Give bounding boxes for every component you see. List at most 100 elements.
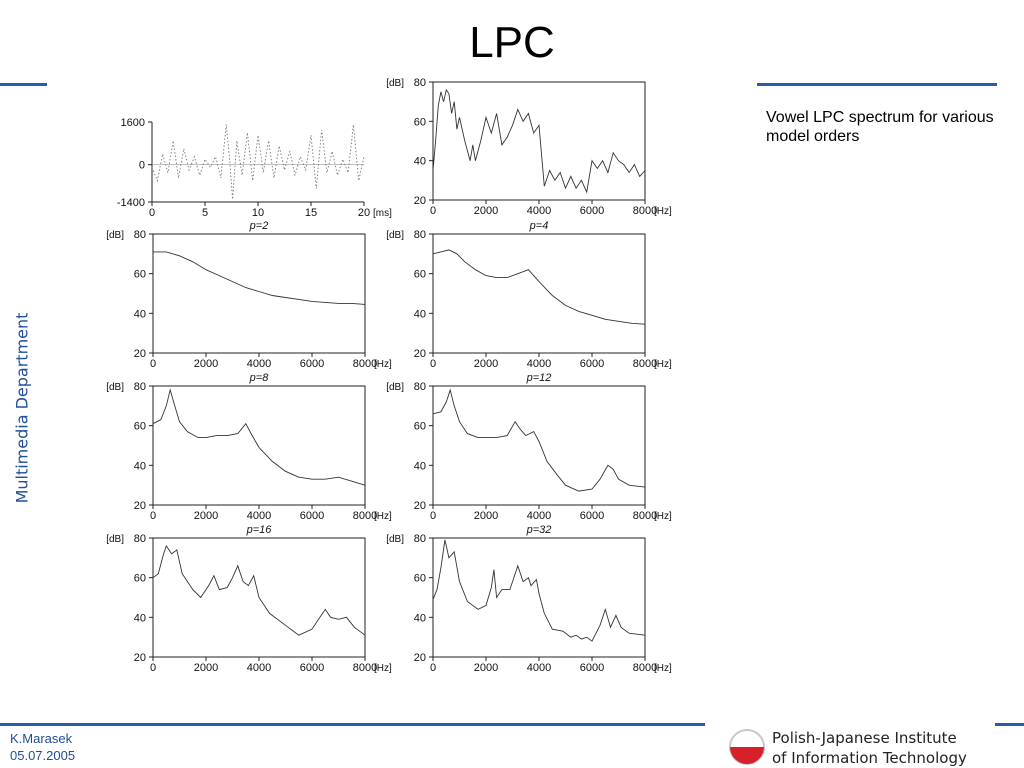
x-tick-label: 4000: [527, 662, 551, 674]
x-tick-label: 4000: [527, 358, 551, 370]
y-axis-unit: [dB]: [106, 230, 124, 241]
top-rule-right: [757, 83, 997, 86]
y-tick-label: 0: [139, 160, 145, 172]
footer-info: K.Marasek 05.07.2005: [10, 730, 75, 764]
panel-title: p=2: [249, 220, 269, 232]
chart-panel-3: 0 2000 4000 6000 8000[Hz] 20 40 60 80 [dB] p=2: [106, 220, 392, 370]
x-tick-label: 6000: [580, 358, 604, 370]
x-tick-label: 0: [430, 510, 436, 522]
x-tick-label: 0: [150, 662, 156, 674]
x-tick-label: 2000: [474, 510, 498, 522]
institute-line-1: Polish-Japanese Institute: [772, 729, 957, 747]
y-tick-label: 60: [414, 573, 426, 585]
chart-panel-6: 0 2000 4000 6000 8000[Hz] 20 40 60 80 [dB] p=12: [386, 372, 672, 522]
y-tick-label: 60: [414, 269, 426, 281]
institute-line-2: of Information Technology: [772, 749, 967, 767]
x-tick-label: 2000: [474, 205, 498, 217]
x-tick-label: 0: [430, 358, 436, 370]
y-tick-label: 80: [134, 533, 146, 545]
y-axis-unit: [dB]: [106, 534, 124, 545]
y-tick-label: 40: [134, 308, 146, 320]
x-tick-label: 6000: [580, 662, 604, 674]
y-tick-label: 40: [414, 308, 426, 320]
plot-frame: [432, 233, 646, 354]
plot-frame: [432, 537, 646, 658]
caption-line-2: model orders: [766, 128, 860, 145]
x-axis-unit: [Hz]: [374, 663, 392, 674]
series-line: [152, 388, 366, 486]
x-tick-label: 0: [150, 510, 156, 522]
bottom-rule-right: [995, 723, 1024, 726]
x-tick-label: 6000: [300, 358, 324, 370]
x-tick-label: 6000: [580, 205, 604, 217]
bottom-rule-left: [0, 723, 705, 726]
x-tick-label: 4000: [247, 358, 271, 370]
x-tick-label: 0: [150, 358, 156, 370]
x-axis-unit: [Hz]: [654, 206, 672, 217]
x-tick-label: 2000: [474, 358, 498, 370]
y-tick-label: 40: [414, 460, 426, 472]
figure-caption: Vowel LPC spectrum for various model ord…: [766, 108, 1024, 146]
y-tick-label: 60: [414, 421, 426, 433]
x-tick-label: 4000: [247, 662, 271, 674]
x-tick-label: 15: [305, 207, 317, 219]
chart-panel-2: 0 2000 4000 6000 8000[Hz] 20 40 60 80 [dB]: [386, 77, 672, 217]
x-tick-label: 8000: [353, 510, 377, 522]
y-tick-label: 20: [134, 500, 146, 512]
x-tick-label: 20: [358, 207, 370, 219]
x-tick-label: 2000: [194, 510, 218, 522]
y-tick-label: 20: [414, 195, 426, 207]
slide-title: LPC: [469, 18, 555, 67]
y-tick-label: 80: [134, 381, 146, 393]
institute-logo-icon: [729, 729, 765, 765]
x-axis-unit: [ms]: [373, 208, 392, 219]
y-tick-label: 20: [414, 652, 426, 664]
x-tick-label: 8000: [353, 358, 377, 370]
chart-panel-5: 0 2000 4000 6000 8000[Hz] 20 40 60 80 [dB] p=8: [106, 372, 392, 522]
y-tick-label: 40: [414, 612, 426, 624]
x-tick-label: 8000: [633, 358, 657, 370]
y-tick-label: 20: [414, 348, 426, 360]
y-tick-label: 60: [134, 573, 146, 585]
chart-panel-8: 0 2000 4000 6000 8000[Hz] 20 40 60 80 [dB] p=32: [386, 524, 672, 674]
x-axis-unit: [Hz]: [654, 511, 672, 522]
x-axis-unit: [Hz]: [654, 359, 672, 370]
x-tick-label: 4000: [527, 205, 551, 217]
y-tick-label: 1600: [121, 117, 145, 129]
x-tick-label: 5: [202, 207, 208, 219]
y-axis-unit: [dB]: [386, 534, 404, 545]
y-tick-label: 20: [134, 348, 146, 360]
y-tick-label: -1400: [117, 197, 145, 209]
y-axis-unit: [dB]: [386, 78, 404, 89]
y-axis-unit: [dB]: [386, 382, 404, 393]
x-tick-label: 0: [430, 662, 436, 674]
y-tick-label: 80: [414, 229, 426, 241]
x-tick-label: 6000: [300, 662, 324, 674]
y-axis-unit: [dB]: [386, 230, 404, 241]
x-tick-label: 8000: [633, 662, 657, 674]
series-line: [432, 88, 646, 194]
series-line: [152, 544, 366, 636]
plot-frame: [432, 385, 646, 506]
slide-date: 05.07.2005: [10, 748, 76, 763]
x-tick-label: 8000: [633, 510, 657, 522]
panel-title: p=32: [526, 524, 552, 536]
chart-panel-7: 0 2000 4000 6000 8000[Hz] 20 40 60 80 [dB] p=16: [106, 524, 392, 674]
x-tick-label: 2000: [194, 358, 218, 370]
series-line: [432, 249, 646, 325]
x-axis-unit: [Hz]: [374, 359, 392, 370]
x-tick-label: 4000: [247, 510, 271, 522]
series-line: [151, 124, 365, 200]
series-line: [432, 539, 646, 642]
x-tick-label: 8000: [633, 205, 657, 217]
y-tick-label: 80: [414, 77, 426, 89]
panel-title: p=12: [526, 372, 552, 384]
caption-line-1: Vowel LPC spectrum for various: [766, 109, 994, 126]
y-tick-label: 20: [414, 500, 426, 512]
y-tick-label: 40: [414, 156, 426, 168]
plot-frame: [152, 233, 366, 354]
x-axis-unit: [Hz]: [654, 663, 672, 674]
y-tick-label: 80: [414, 533, 426, 545]
x-tick-label: 0: [430, 205, 436, 217]
